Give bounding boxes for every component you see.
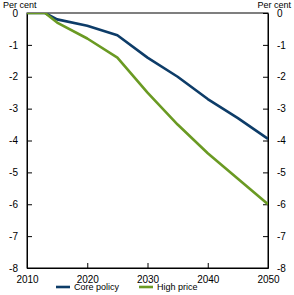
- y-axis-title: Per cent: [3, 0, 37, 10]
- tick-label: -8: [9, 263, 18, 274]
- axis-line: [268, 14, 269, 269]
- tick-mark: [27, 141, 32, 142]
- tick-label: 2010: [16, 274, 39, 285]
- legend-label: Core policy: [74, 282, 120, 292]
- tick-mark: [263, 13, 268, 14]
- tick-mark: [27, 172, 32, 173]
- axis-line: [28, 268, 269, 269]
- y-axis: 0-1-2-3-4-5-6-7-8: [9, 8, 32, 274]
- tick-label: -7: [9, 231, 18, 242]
- tick-label: -1: [9, 40, 18, 51]
- tick: -3: [9, 103, 32, 114]
- legend-item: High price: [139, 282, 198, 292]
- tick: -1: [263, 40, 286, 51]
- tick-label: -7: [277, 231, 286, 242]
- tick-mark: [87, 263, 88, 268]
- legend-swatch: [139, 286, 153, 289]
- tick-label: -2: [277, 71, 286, 82]
- tick-label: -4: [277, 135, 286, 146]
- tick-label: -1: [277, 40, 286, 51]
- tick-label: -8: [277, 263, 286, 274]
- tick: -3: [263, 103, 286, 114]
- tick-label: -3: [277, 103, 286, 114]
- tick: -7: [263, 231, 286, 242]
- tick-mark: [263, 172, 268, 173]
- tick: -5: [9, 167, 32, 178]
- tick-mark: [27, 268, 32, 269]
- legend-label: High price: [157, 282, 198, 292]
- tick: -2: [9, 71, 32, 82]
- tick: -1: [9, 40, 32, 51]
- tick-mark: [263, 236, 268, 237]
- tick-label: -2: [9, 71, 18, 82]
- tick-label: -5: [277, 167, 286, 178]
- lines: [27, 13, 268, 204]
- tick: -4: [9, 135, 32, 146]
- tick: -8: [263, 263, 286, 274]
- legend-swatch: [56, 286, 70, 289]
- tick-mark: [263, 77, 268, 78]
- tick-label: 2040: [197, 274, 220, 285]
- tick-mark: [263, 45, 268, 46]
- series-line: [27, 13, 268, 204]
- tick-label: -6: [277, 199, 286, 210]
- tick: -7: [9, 231, 32, 242]
- tick-label: -4: [9, 135, 18, 146]
- tick-label: -3: [9, 103, 18, 114]
- tick-mark: [148, 263, 149, 268]
- tick-label: 2050: [257, 274, 280, 285]
- tick-mark: [263, 141, 268, 142]
- y2-axis: 0-1-2-3-4-5-6-7-8: [263, 8, 286, 274]
- tick: 2040: [197, 263, 220, 285]
- tick-mark: [263, 268, 268, 269]
- y2-axis-title: Per cent: [257, 0, 291, 10]
- tick-mark: [27, 109, 32, 110]
- plot-frame: [27, 13, 268, 268]
- tick-mark: [208, 263, 209, 268]
- tick: -2: [263, 71, 286, 82]
- chart: 201020202030204020500-1-2-3-4-5-6-7-80-1…: [0, 0, 294, 295]
- tick: -8: [9, 263, 32, 274]
- tick-label: -6: [9, 199, 18, 210]
- legend-item: Core policy: [56, 282, 120, 292]
- tick-mark: [27, 45, 32, 46]
- tick: -6: [9, 199, 32, 210]
- legend: Core policy High price: [56, 282, 198, 292]
- series-line: [27, 13, 268, 139]
- x-axis: 20102020203020402050: [16, 263, 280, 285]
- tick-mark: [27, 236, 32, 237]
- tick: -5: [263, 167, 286, 178]
- tick-label: -5: [9, 167, 18, 178]
- tick-mark: [27, 204, 32, 205]
- tick-mark: [27, 77, 32, 78]
- tick-mark: [263, 109, 268, 110]
